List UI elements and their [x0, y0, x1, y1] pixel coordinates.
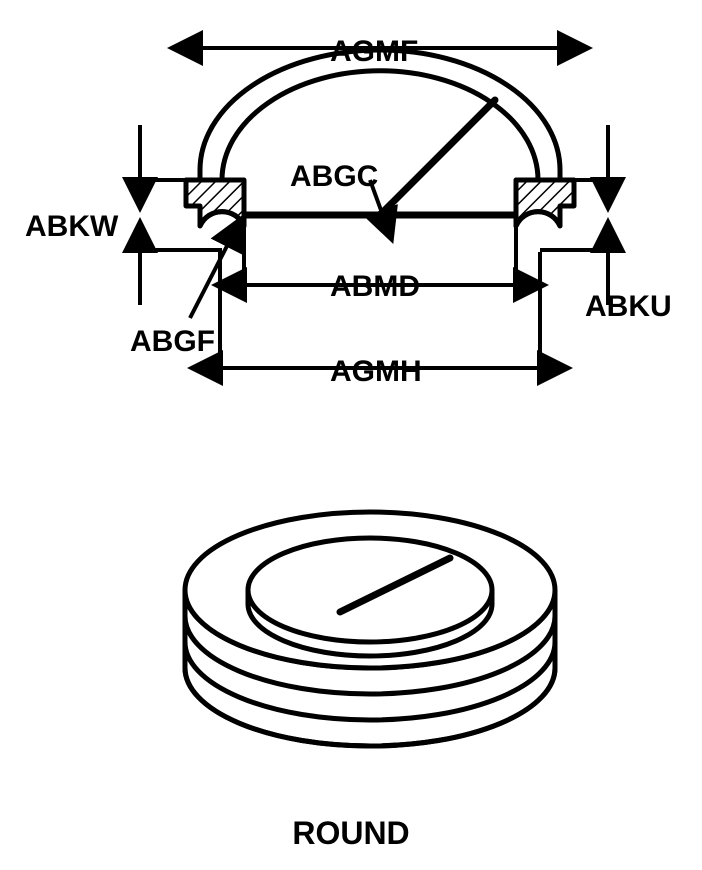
diagram-canvas: AGMF ABGC ABKW ABMD ABKU ABGF AGMH ROUND — [0, 0, 702, 870]
label-abku: ABKU — [585, 290, 672, 324]
label-agmf: AGMF — [330, 35, 418, 69]
label-abkw: ABKW — [25, 210, 118, 244]
isometric-view — [185, 512, 555, 746]
drawing-svg — [0, 0, 702, 870]
label-agmh: AGMH — [330, 355, 422, 389]
label-abmd: ABMD — [330, 270, 420, 304]
label-abgf: ABGF — [130, 325, 215, 359]
cross-section-view — [186, 50, 574, 226]
label-abgc: ABGC — [290, 160, 378, 194]
caption-round: ROUND — [0, 815, 702, 852]
